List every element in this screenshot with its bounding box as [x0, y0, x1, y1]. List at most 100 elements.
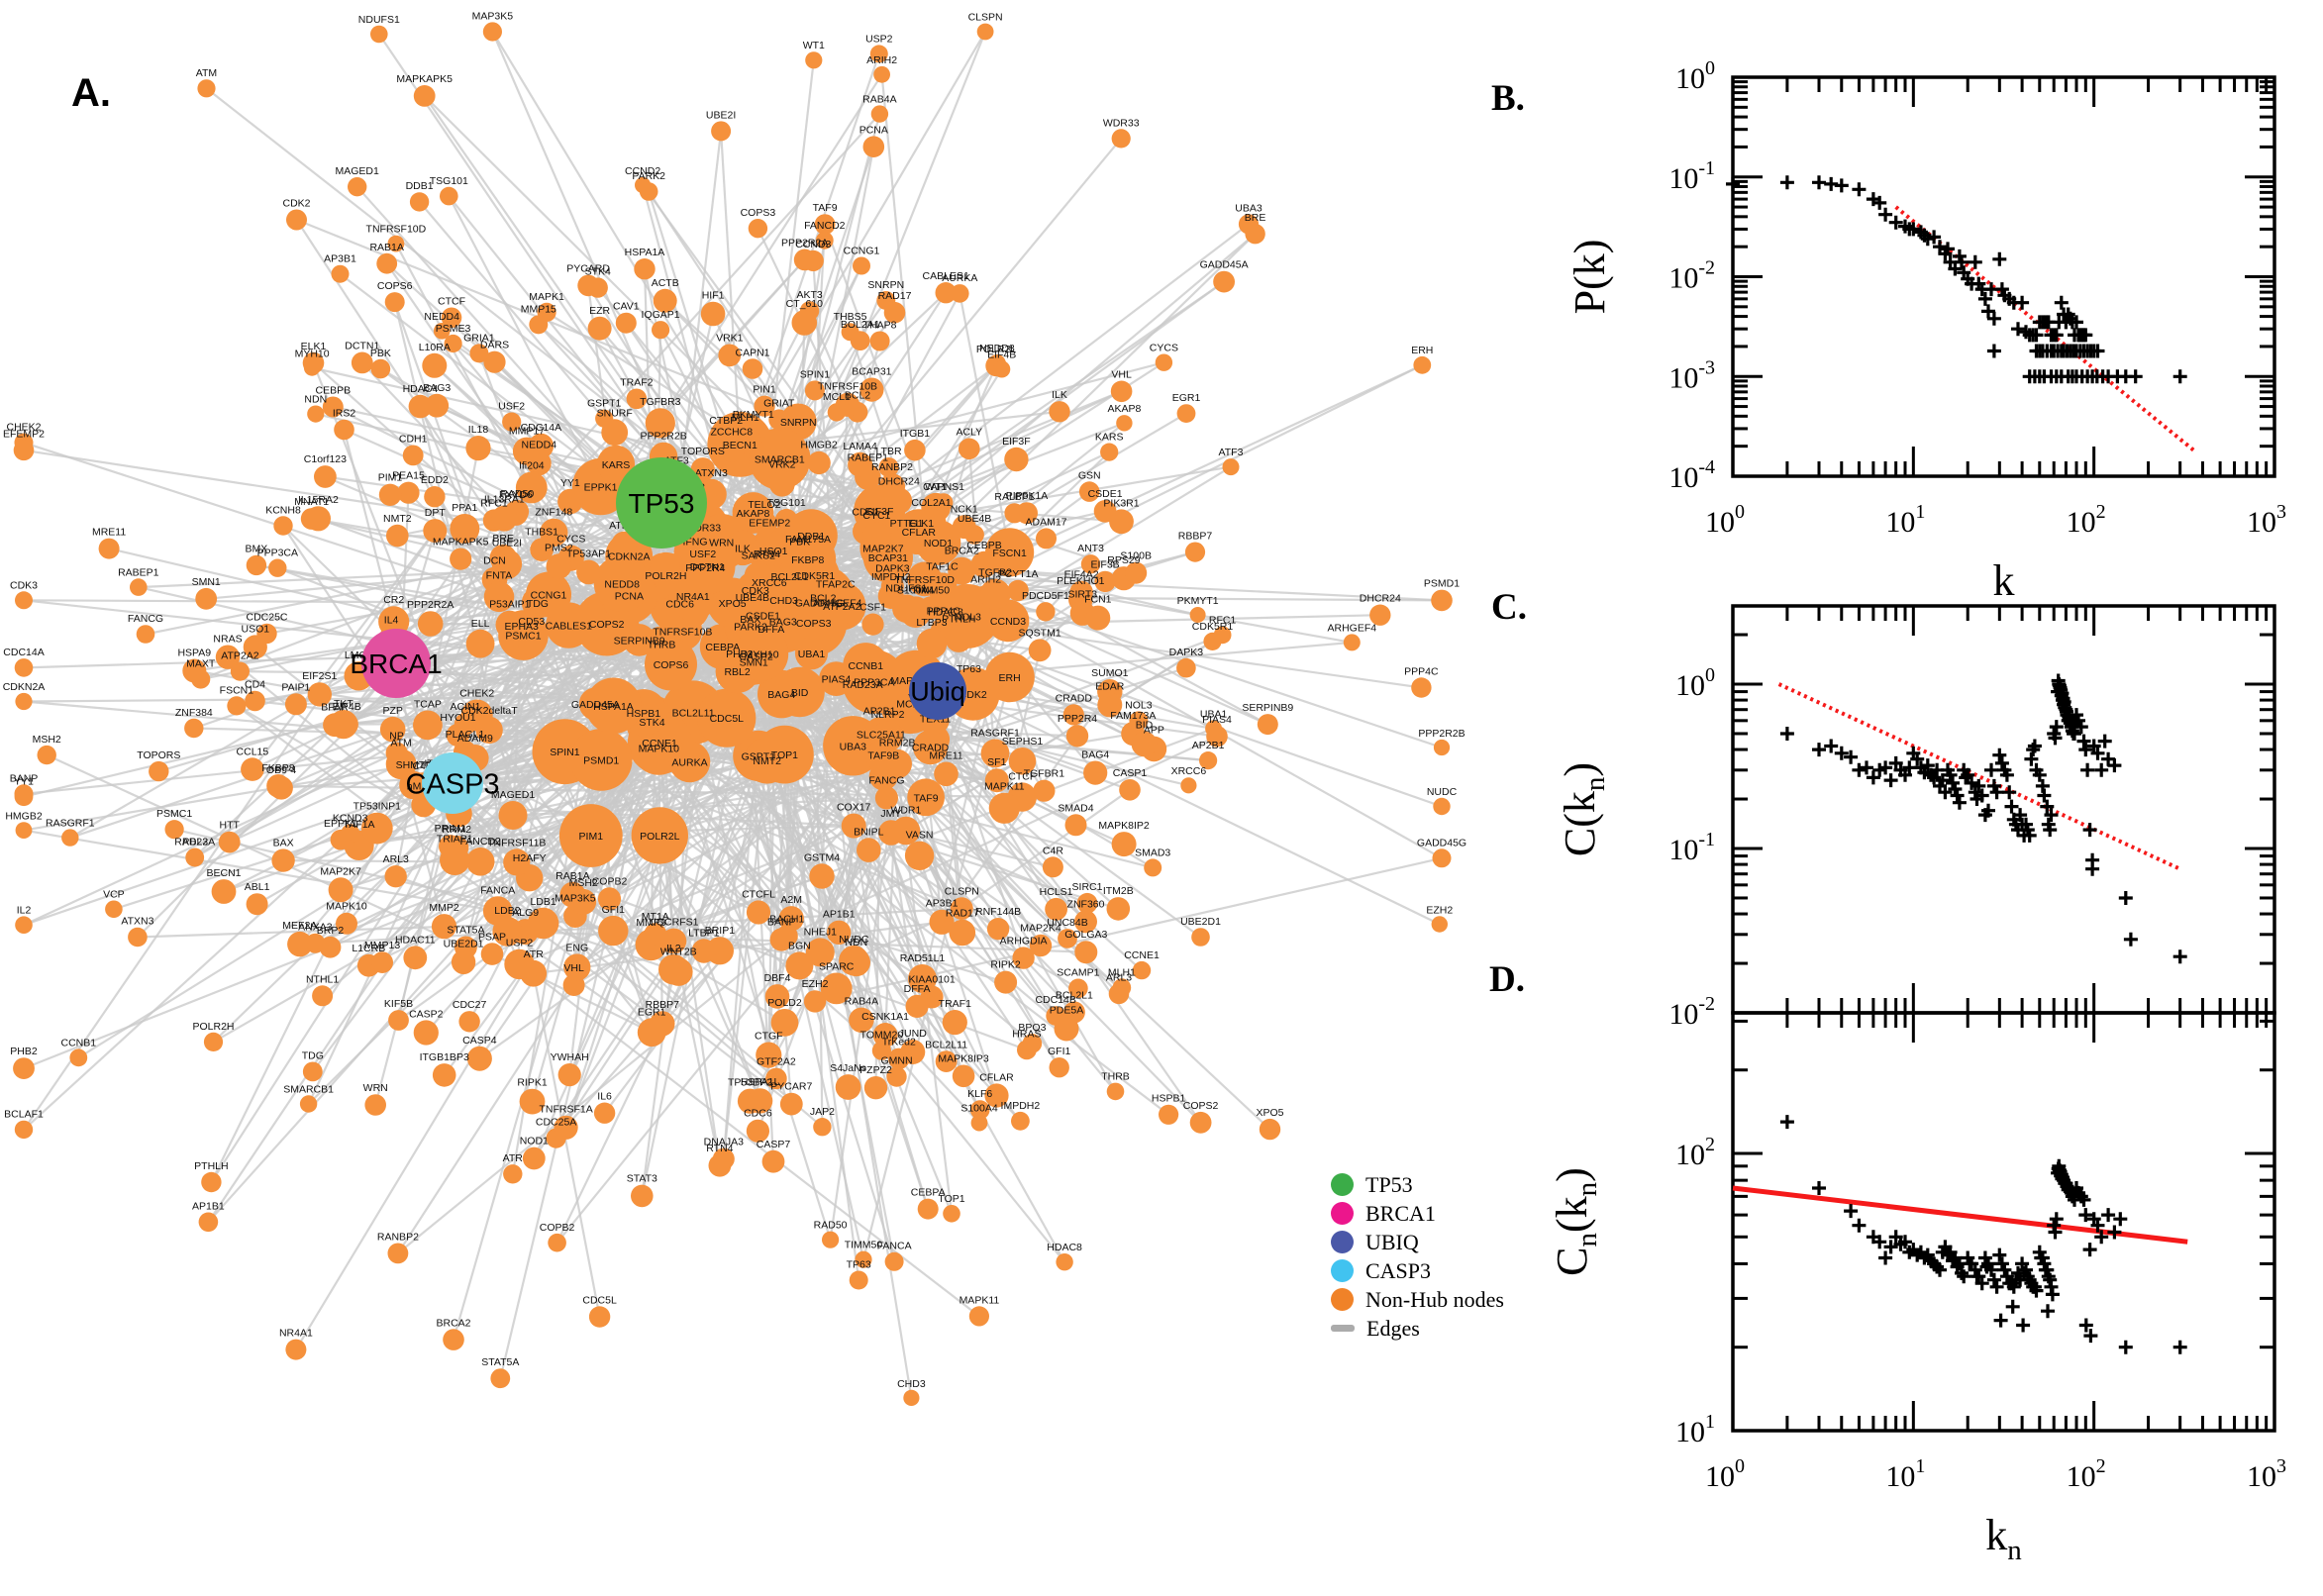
non-hub-node[interactable] [273, 516, 293, 536]
non-hub-node[interactable] [785, 951, 814, 980]
non-hub-node[interactable] [431, 914, 457, 940]
non-hub-node[interactable] [503, 1164, 523, 1184]
non-hub-node[interactable] [888, 1047, 910, 1070]
non-hub-node[interactable] [245, 690, 265, 712]
non-hub-node[interactable] [597, 887, 622, 911]
non-hub-node[interactable] [653, 288, 677, 313]
non-hub-node[interactable] [904, 841, 935, 870]
non-hub-node[interactable] [502, 412, 522, 432]
non-hub-node[interactable] [1245, 224, 1265, 245]
non-hub-node[interactable] [862, 136, 885, 157]
non-hub-node[interactable] [1036, 602, 1056, 622]
non-hub-node[interactable] [1433, 797, 1451, 816]
non-hub-node[interactable] [874, 786, 899, 810]
non-hub-node[interactable] [644, 626, 680, 662]
non-hub-node[interactable] [752, 511, 777, 537]
non-hub-node[interactable] [814, 214, 836, 236]
non-hub-node[interactable] [557, 1063, 581, 1087]
hub-node-ubiq[interactable] [909, 662, 966, 720]
non-hub-node[interactable] [1076, 892, 1098, 914]
non-hub-node[interactable] [519, 1088, 546, 1115]
non-hub-node[interactable] [598, 915, 629, 947]
non-hub-node[interactable] [440, 186, 458, 206]
non-hub-node[interactable] [351, 351, 373, 374]
non-hub-node[interactable] [1129, 711, 1149, 731]
non-hub-node[interactable] [302, 351, 325, 374]
non-hub-node[interactable] [631, 807, 688, 864]
non-hub-node[interactable] [1033, 779, 1056, 802]
non-hub-node[interactable] [490, 1368, 511, 1389]
non-hub-node[interactable] [98, 538, 120, 559]
non-hub-node[interactable] [286, 209, 307, 231]
non-hub-node[interactable] [883, 301, 906, 324]
non-hub-node[interactable] [197, 79, 216, 98]
non-hub-node[interactable] [744, 561, 772, 590]
non-hub-node[interactable] [1131, 731, 1158, 757]
non-hub-node[interactable] [892, 594, 921, 623]
non-hub-node[interactable] [1011, 1111, 1030, 1131]
non-hub-node[interactable] [498, 801, 528, 830]
non-hub-node[interactable] [768, 470, 795, 497]
non-hub-node[interactable] [1016, 502, 1038, 525]
non-hub-node[interactable] [770, 1009, 799, 1037]
non-hub-node[interactable] [587, 316, 612, 341]
non-hub-node[interactable] [765, 1067, 787, 1090]
non-hub-node[interactable] [843, 664, 882, 704]
non-hub-node[interactable] [454, 713, 477, 736]
non-hub-node[interactable] [399, 770, 428, 800]
non-hub-node[interactable] [637, 1018, 666, 1047]
non-hub-node[interactable] [203, 1032, 224, 1051]
non-hub-node[interactable] [718, 344, 742, 367]
non-hub-node[interactable] [934, 493, 954, 512]
non-hub-node[interactable] [402, 445, 424, 466]
non-hub-node[interactable] [184, 718, 204, 739]
non-hub-node[interactable] [758, 669, 806, 719]
non-hub-node[interactable] [450, 514, 480, 544]
non-hub-node[interactable] [466, 1046, 492, 1071]
non-hub-node[interactable] [1259, 1118, 1281, 1141]
non-hub-node[interactable] [465, 848, 495, 876]
non-hub-node[interactable] [195, 587, 218, 610]
non-hub-node[interactable] [747, 1088, 773, 1114]
non-hub-node[interactable] [835, 1074, 861, 1100]
non-hub-node[interactable] [483, 581, 515, 613]
non-hub-node[interactable] [1100, 443, 1119, 461]
non-hub-node[interactable] [742, 358, 763, 379]
non-hub-node[interactable] [387, 1243, 409, 1264]
non-hub-node[interactable] [526, 571, 571, 618]
non-hub-node[interactable] [916, 508, 947, 540]
non-hub-node[interactable] [1257, 714, 1278, 736]
non-hub-node[interactable] [503, 848, 531, 876]
non-hub-node[interactable] [386, 524, 409, 548]
non-hub-node[interactable] [423, 519, 448, 544]
non-hub-node[interactable] [569, 729, 633, 791]
non-hub-node[interactable] [951, 284, 969, 303]
non-hub-node[interactable] [861, 522, 891, 551]
non-hub-node[interactable] [495, 610, 525, 640]
non-hub-node[interactable] [631, 1184, 654, 1208]
non-hub-node[interactable] [943, 1205, 960, 1223]
non-hub-node[interactable] [904, 439, 926, 461]
non-hub-node[interactable] [853, 256, 870, 275]
non-hub-node[interactable] [522, 1147, 546, 1170]
non-hub-node[interactable] [482, 22, 502, 42]
non-hub-node[interactable] [725, 530, 760, 566]
non-hub-node[interactable] [1074, 941, 1098, 964]
non-hub-node[interactable] [504, 948, 535, 980]
non-hub-node[interactable] [1199, 751, 1218, 770]
non-hub-node[interactable] [615, 312, 637, 334]
non-hub-node[interactable] [652, 321, 670, 340]
non-hub-node[interactable] [266, 774, 290, 798]
non-hub-node[interactable] [959, 438, 980, 460]
non-hub-node[interactable] [842, 948, 870, 977]
non-hub-node[interactable] [1069, 580, 1093, 605]
non-hub-node[interactable] [880, 574, 904, 598]
non-hub-node[interactable] [754, 395, 775, 417]
non-hub-node[interactable] [1064, 814, 1087, 837]
non-hub-node[interactable] [1125, 561, 1148, 584]
non-hub-node[interactable] [805, 938, 835, 967]
non-hub-node[interactable] [1431, 589, 1453, 612]
non-hub-node[interactable] [794, 637, 829, 670]
non-hub-node[interactable] [218, 831, 241, 853]
non-hub-node[interactable] [105, 900, 123, 919]
